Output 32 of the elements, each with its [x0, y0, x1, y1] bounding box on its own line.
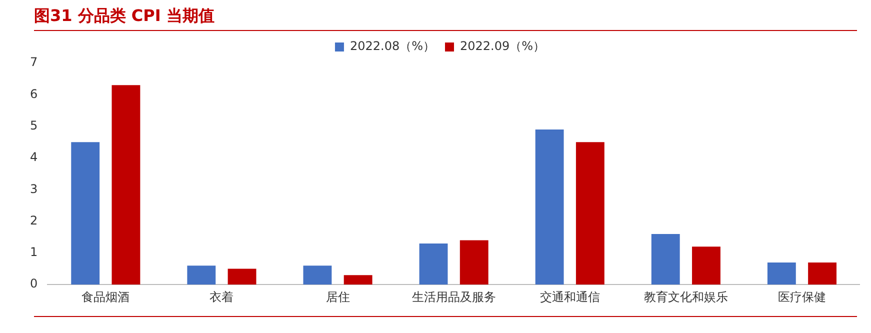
chart-title: 图31 分品类 CPI 当期值: [34, 6, 857, 31]
bar: [71, 142, 100, 285]
bar: [460, 240, 488, 285]
x-tick-label: 食品烟酒: [82, 290, 130, 304]
bar: [344, 275, 372, 285]
legend-label: 2022.09（%）: [460, 39, 546, 54]
y-tick-label: 3: [30, 182, 38, 196]
bar: [692, 246, 720, 285]
y-tick-label: 1: [30, 245, 38, 260]
bar: [651, 234, 680, 285]
y-tick-label: 2: [30, 213, 38, 228]
x-tick-label: 教育文化和娱乐: [644, 290, 728, 304]
bar: [808, 262, 836, 285]
x-tick-label: 交通和通信: [540, 290, 600, 304]
bar: [112, 85, 140, 285]
x-tick-label: 居住: [326, 290, 350, 304]
bar: [228, 268, 256, 285]
bar: [187, 266, 216, 285]
x-tick-label: 医疗保健: [778, 290, 826, 304]
y-tick-label: 5: [30, 118, 38, 132]
bar: [419, 243, 448, 285]
bar: [303, 266, 332, 285]
y-tick-label: 0: [30, 276, 38, 291]
legend-label: 2022.08（%）: [350, 39, 436, 54]
bar: [576, 142, 604, 285]
y-tick-label: 4: [30, 150, 38, 164]
bar: [767, 262, 796, 285]
y-tick-label: 6: [30, 86, 38, 101]
bar: [535, 129, 564, 285]
x-tick-label: 衣着: [210, 290, 234, 304]
x-tick-label: 生活用品及服务: [412, 290, 496, 304]
y-tick-label: 7: [30, 55, 38, 70]
